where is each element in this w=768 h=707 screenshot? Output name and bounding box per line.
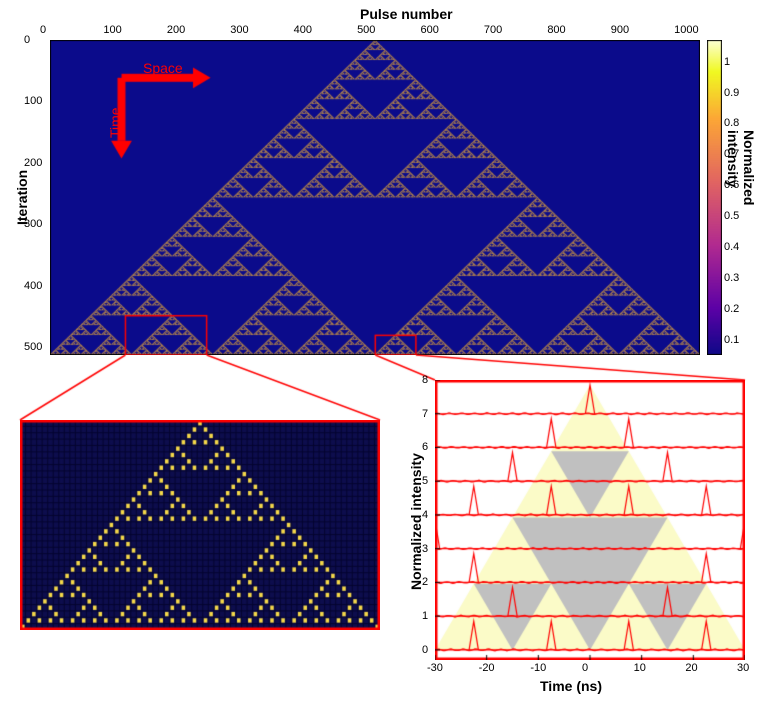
colorbar-tick: 0.2 [724, 303, 739, 315]
figure-container: Pulse number Iteration Normalized intens… [10, 10, 758, 697]
zr-ytick: 6 [422, 441, 428, 453]
zr-xtick: -30 [427, 662, 443, 674]
colorbar-tick: 0.5 [724, 210, 739, 222]
main-xtick: 900 [611, 24, 629, 36]
main-ytick: 100 [24, 95, 42, 107]
main-xtick: 400 [294, 24, 312, 36]
main-ytick: 0 [24, 34, 30, 46]
main-xlabel: Pulse number [360, 6, 453, 22]
main-xtick: 100 [103, 24, 121, 36]
main-xtick: 200 [167, 24, 185, 36]
main-heatmap [50, 40, 700, 355]
main-xtick: 500 [357, 24, 375, 36]
main-xtick: 600 [420, 24, 438, 36]
zr-xtick: -10 [530, 662, 546, 674]
main-xtick: 1000 [674, 24, 698, 36]
zr-ytick: 4 [422, 509, 428, 521]
colorbar-tick: 0.3 [724, 272, 739, 284]
main-xtick: 300 [230, 24, 248, 36]
zr-xtick: 30 [737, 662, 749, 674]
main-xtick: 700 [484, 24, 502, 36]
colorbar [707, 40, 722, 355]
zoom-left-detail [20, 420, 380, 630]
zr-ytick: 7 [422, 408, 428, 420]
space-arrow-label: Space [143, 60, 183, 76]
zr-xtick: 10 [634, 662, 646, 674]
main-ytick: 400 [24, 280, 42, 292]
main-ylabel: Iteration [14, 170, 30, 225]
zoom-right-waterfall [435, 380, 745, 660]
zr-xtick: 0 [582, 662, 588, 674]
colorbar-tick: 0.9 [724, 87, 739, 99]
zoom-right-ylabel: Normalized intensity [408, 453, 424, 590]
zr-ytick: 1 [422, 610, 428, 622]
main-ytick: 200 [24, 157, 42, 169]
main-ytick: 500 [24, 341, 42, 353]
zr-ytick: 2 [422, 576, 428, 588]
zr-xtick: -20 [479, 662, 495, 674]
main-xtick: 0 [40, 24, 46, 36]
time-arrow-label: Time [107, 107, 123, 138]
zr-ytick: 8 [422, 374, 428, 386]
zoom-right-xlabel: Time (ns) [540, 678, 602, 694]
colorbar-tick: 1 [724, 56, 730, 68]
zr-ytick: 0 [422, 644, 428, 656]
zr-ytick: 3 [422, 543, 428, 555]
colorbar-label: Normalized intensity [725, 130, 757, 205]
colorbar-tick: 0.7 [724, 148, 739, 160]
zr-xtick: 20 [685, 662, 697, 674]
colorbar-tick: 0.4 [724, 241, 739, 253]
colorbar-tick: 0.8 [724, 117, 739, 129]
zr-ytick: 5 [422, 475, 428, 487]
colorbar-tick: 0.1 [724, 334, 739, 346]
main-ytick: 300 [24, 218, 42, 230]
colorbar-tick: 0.6 [724, 179, 739, 191]
main-xtick: 800 [547, 24, 565, 36]
